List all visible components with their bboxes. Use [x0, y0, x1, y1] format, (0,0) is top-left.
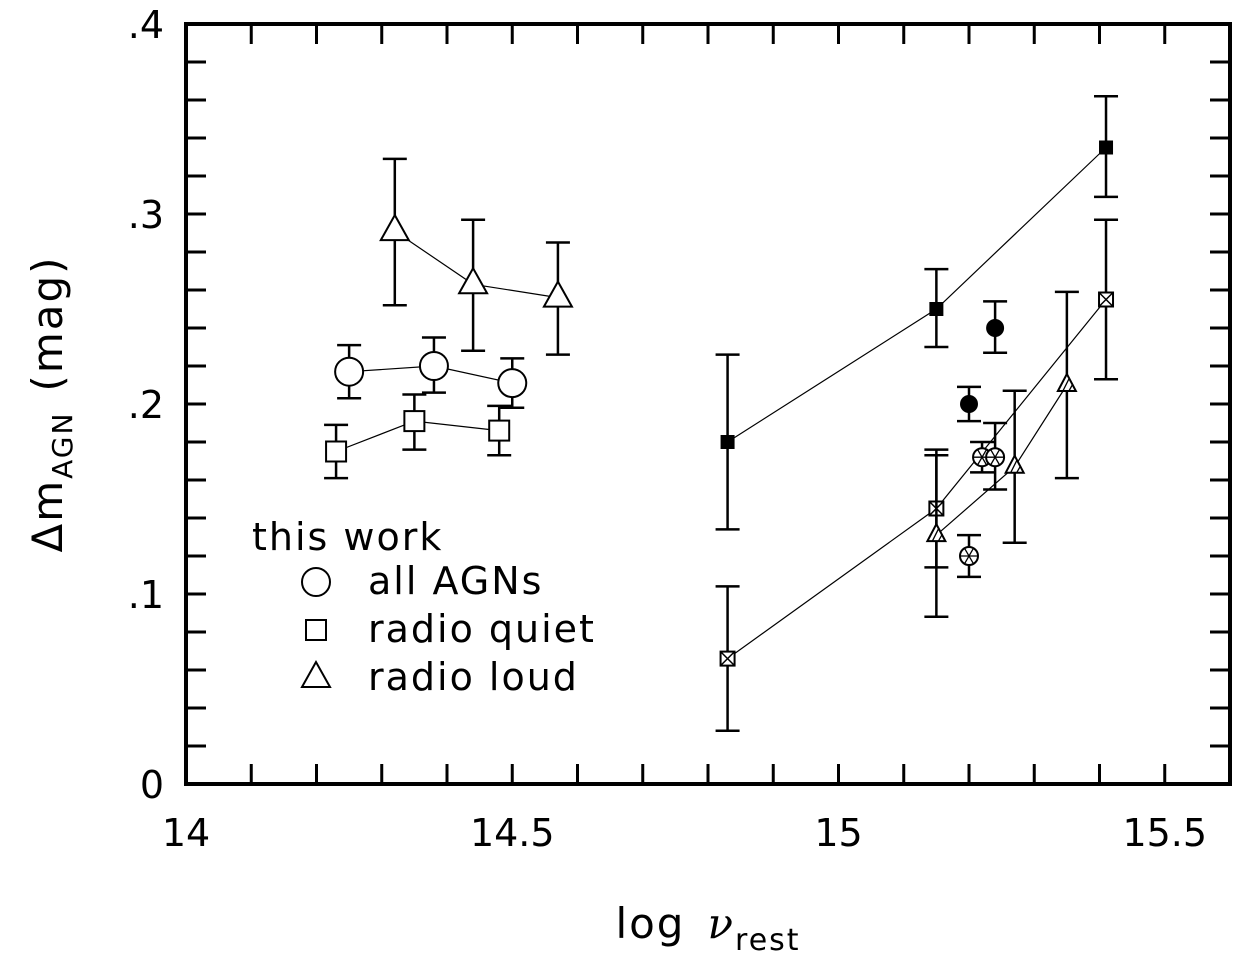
- series-2-point-1: [403, 410, 426, 433]
- x-axis-label-symbol: ν: [707, 899, 735, 948]
- legend-marker-0: [301, 567, 331, 597]
- series-1-point-0: [334, 356, 365, 387]
- series-0: [379, 157, 574, 356]
- data-series: [324, 94, 1119, 733]
- series-2: [324, 393, 512, 480]
- x-axis-label-subscript: rest: [735, 923, 801, 958]
- y-axis-label: ΔmAGN (mag): [23, 255, 79, 552]
- legend-marker-1: [305, 619, 327, 641]
- series-3-point-0: [720, 435, 735, 449]
- y-tick-label-3: .3: [128, 193, 164, 237]
- y-axis-label-main: Δm: [23, 479, 72, 553]
- y-tick-label-4: .4: [128, 3, 164, 47]
- x-tick-label-3: 15.5: [1122, 811, 1207, 855]
- series-0-point-2: [542, 279, 574, 308]
- y-tick-label-2: .2: [128, 383, 164, 427]
- series-6-point-1: [985, 447, 1006, 468]
- y-axis-label-unit: (mag): [23, 255, 72, 391]
- series-3-line: [727, 147, 1107, 443]
- series-4-point-2: [1098, 291, 1115, 308]
- series-2-point-2: [488, 419, 511, 442]
- series-0-point-1: [457, 266, 489, 295]
- series-5-point-1: [1004, 453, 1026, 474]
- x-tick-label-2: 15: [814, 811, 862, 855]
- series-3-point-2: [1099, 140, 1114, 155]
- series-1-point-2: [497, 368, 528, 399]
- series-4-line: [727, 299, 1107, 660]
- tick-labels: 14 14.5 15 15.5 0 .1 .2 .3 .4: [128, 3, 1207, 855]
- legend-title: this work: [252, 515, 443, 559]
- series-2-point-0: [325, 440, 348, 463]
- series-3-point-1: [929, 302, 944, 316]
- series-9-point-0: [959, 546, 979, 566]
- x-axis-label-main: log: [615, 899, 685, 948]
- series-4: [715, 218, 1119, 733]
- series-0-point-0: [379, 213, 411, 242]
- plot-frame: [184, 22, 1232, 786]
- axis-ticks: [184, 22, 1230, 786]
- series-1-point-1: [418, 351, 449, 381]
- series-7-point-0: [986, 319, 1005, 337]
- series-1: [334, 336, 528, 410]
- series-3: [715, 94, 1119, 531]
- series-4-point-0: [719, 650, 736, 667]
- series-5: [924, 290, 1079, 619]
- x-tick-label-0: 14: [162, 811, 210, 855]
- y-tick-label-1: .1: [128, 573, 164, 617]
- series-5-point-0: [925, 521, 948, 543]
- series-8: [957, 385, 981, 423]
- legend-label-2: radio loud: [368, 655, 579, 699]
- y-tick-label-0: 0: [140, 763, 164, 807]
- legend-label-0: all AGNs: [368, 559, 543, 603]
- series-8-point-0: [960, 395, 978, 413]
- legend-marker-2: [300, 659, 332, 688]
- series-6: [970, 421, 1008, 491]
- series-7: [983, 300, 1008, 354]
- x-tick-label-1: 14.5: [470, 811, 555, 855]
- x-axis-label: log νrest: [615, 899, 800, 958]
- series-9: [957, 533, 981, 579]
- y-axis-label-subscript: AGN: [46, 412, 79, 479]
- legend-label-1: radio quiet: [368, 607, 596, 651]
- series-5-point-2: [1056, 371, 1078, 392]
